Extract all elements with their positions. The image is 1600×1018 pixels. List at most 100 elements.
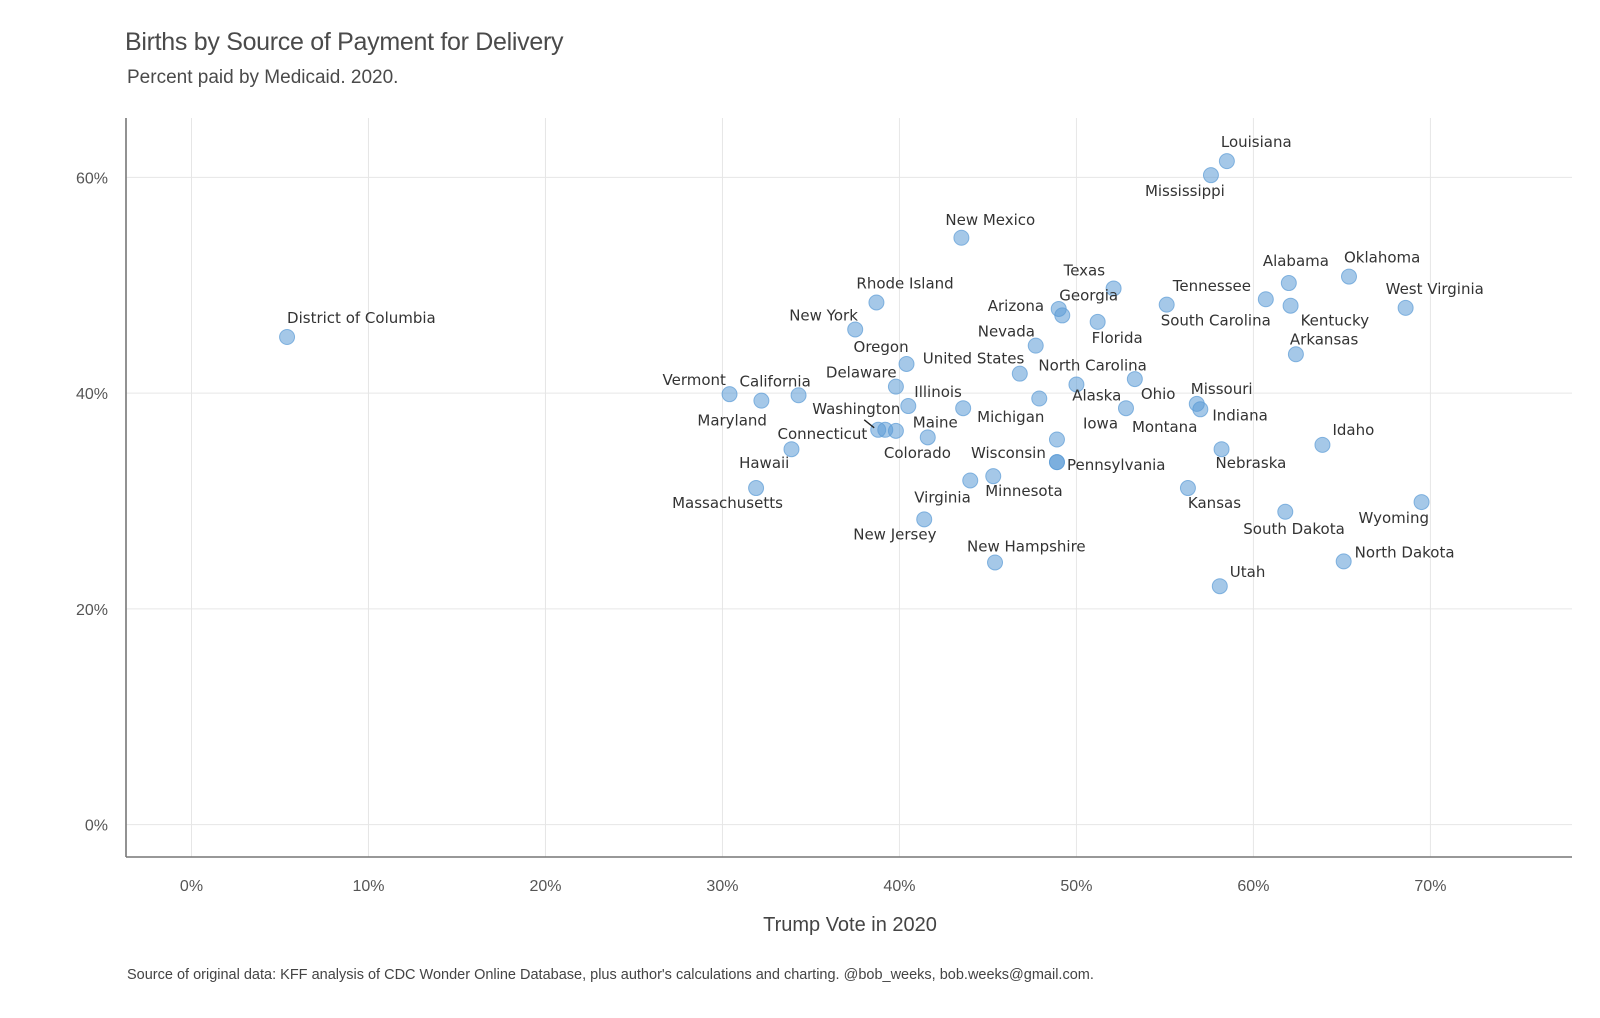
scatter-point-mississippi — [1202, 167, 1219, 184]
point-label: Massachusetts — [672, 494, 783, 512]
x-tick-label: 40% — [883, 878, 915, 895]
scatter-point-delaware — [887, 378, 904, 395]
point-label: United States — [923, 350, 1025, 368]
point-label: Indiana — [1212, 406, 1268, 424]
label-leader-line — [863, 419, 875, 429]
scatter-point-virginia — [916, 511, 933, 528]
point-label: Illinois — [914, 383, 962, 401]
x-tick-label: 60% — [1237, 878, 1269, 895]
scatter-point-minnesota — [985, 468, 1002, 485]
scatter-point-texas — [1105, 280, 1122, 297]
point-label: Nebraska — [1216, 454, 1287, 472]
point-label: Texas — [1063, 261, 1106, 279]
scatter-point-maryland — [753, 392, 770, 409]
point-label: Ohio — [1141, 385, 1176, 403]
point-label: Kansas — [1188, 494, 1241, 512]
y-tick-label: 0% — [85, 818, 108, 835]
point-label: Wisconsin — [971, 444, 1046, 462]
point-label: Kentucky — [1301, 312, 1370, 330]
point-label: Minnesota — [985, 482, 1062, 500]
point-label: Michigan — [977, 408, 1044, 426]
x-axis-title: Trump Vote in 2020 — [763, 914, 937, 936]
axis-layer: 0% 10% 20% 30% 40% 50% 60% 70% 0% 20% 40% 60% — [76, 118, 1572, 895]
point-label: Vermont — [663, 371, 727, 389]
scatter-point-new-york — [847, 321, 864, 338]
point-label: Mississippi — [1145, 182, 1225, 200]
chart-subtitle: Percent paid by Medicaid. 2020. — [127, 67, 399, 88]
scatter-point-nevada — [1027, 337, 1044, 354]
point-label: New Hampshire — [967, 537, 1086, 555]
scatter-point-oregon — [898, 355, 915, 372]
point-label: Alaska — [1072, 386, 1121, 404]
point-label: New Jersey — [853, 525, 936, 543]
point-label: Montana — [1132, 418, 1197, 436]
scatter-point-georgia — [1054, 307, 1071, 324]
point-label: Arkansas — [1290, 330, 1359, 348]
scatter-point-new-mexico — [953, 229, 970, 246]
y-tick-label: 40% — [76, 386, 108, 403]
scatter-point-south-dakota — [1277, 503, 1294, 520]
scatter-point-iowa — [1048, 431, 1065, 448]
point-label: Louisiana — [1221, 133, 1292, 151]
scatter-point-kansas — [1179, 480, 1196, 497]
scatter-point-illinois — [900, 398, 917, 415]
scatter-point-florida — [1089, 313, 1106, 330]
point-label: North Carolina — [1038, 356, 1146, 374]
point-label: Utah — [1230, 563, 1266, 581]
x-tick-label: 30% — [706, 878, 738, 895]
point-label: Nevada — [978, 323, 1035, 341]
point-label: Colorado — [884, 444, 951, 462]
point-label: Delaware — [826, 364, 897, 382]
scatter-point-ohio — [1126, 371, 1143, 388]
x-tick-label: 10% — [352, 878, 384, 895]
scatter-point-united-states — [1011, 365, 1028, 382]
scatter-point-kentucky — [1282, 297, 1299, 314]
scatter-point-utah — [1211, 578, 1228, 595]
point-label: New Mexico — [945, 211, 1035, 229]
point-label: South Carolina — [1161, 312, 1271, 330]
point-label: West Virginia — [1386, 280, 1484, 298]
point-label: Missouri — [1191, 380, 1253, 398]
point-label: Washington — [812, 400, 900, 418]
x-tick-label: 70% — [1414, 878, 1446, 895]
scatter-point-connecticut — [783, 441, 800, 458]
scatter-point-california — [790, 387, 807, 404]
point-label: Virginia — [914, 488, 971, 506]
point-layer — [279, 153, 1430, 595]
scatter-point — [962, 472, 979, 489]
x-tick-label: 20% — [529, 878, 561, 895]
point-label: Idaho — [1332, 421, 1374, 439]
point-label: North Dakota — [1355, 543, 1455, 561]
point-label: Iowa — [1083, 414, 1118, 432]
point-label: South Dakota — [1243, 520, 1345, 538]
grid-layer — [126, 118, 1572, 857]
scatter-point-west-virginia — [1397, 299, 1414, 316]
scatter-point-nebraska — [1213, 441, 1230, 458]
scatter-point-michigan — [955, 400, 972, 417]
point-label: Oklahoma — [1344, 249, 1420, 267]
chart-caption: Source of original data: KFF analysis of… — [127, 967, 1094, 983]
scatter-point-north-dakota — [1335, 553, 1352, 570]
scatter-point-north-carolina — [1068, 376, 1085, 393]
point-label: Maine — [913, 413, 958, 431]
scatter-point-new-hampshire — [987, 554, 1004, 571]
scatter-point-pennsylvania — [1048, 454, 1065, 471]
point-label: New York — [789, 306, 858, 324]
scatter-point-indiana — [1192, 401, 1209, 418]
point-label: District of Columbia — [287, 309, 436, 327]
scatter-point-oklahoma — [1340, 268, 1357, 285]
point-label: Tennessee — [1172, 277, 1251, 295]
scatter-point-vermont — [721, 386, 738, 403]
point-label: Maryland — [697, 412, 767, 430]
point-label: Rhode Island — [856, 274, 953, 292]
point-label: Oregon — [854, 338, 909, 356]
scatter-point-louisiana — [1218, 153, 1235, 170]
scatter-point-tennessee — [1257, 291, 1274, 308]
x-tick-label: 50% — [1060, 878, 1092, 895]
scatter-point-idaho — [1314, 436, 1331, 453]
label-layer: District of Columbia Louisiana Mississippi… — [287, 133, 1484, 581]
point-label: Connecticut — [777, 425, 867, 443]
point-label: Georgia — [1059, 286, 1118, 304]
scatter-point-colorado — [887, 422, 904, 439]
